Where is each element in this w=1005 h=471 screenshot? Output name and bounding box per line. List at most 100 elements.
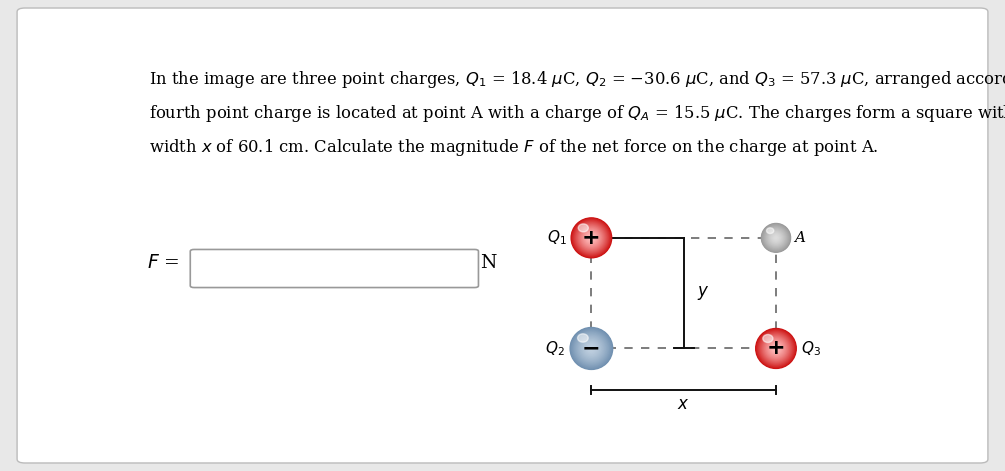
Text: $Q_1$: $Q_1$ <box>547 228 566 247</box>
Ellipse shape <box>577 224 606 252</box>
Ellipse shape <box>584 341 599 356</box>
Ellipse shape <box>587 343 596 353</box>
Ellipse shape <box>768 230 784 246</box>
Ellipse shape <box>590 236 593 239</box>
Ellipse shape <box>767 339 786 358</box>
Text: $y$: $y$ <box>696 284 710 302</box>
Ellipse shape <box>589 236 593 240</box>
Ellipse shape <box>584 341 599 356</box>
Text: $Q_2$: $Q_2$ <box>546 339 565 358</box>
Ellipse shape <box>582 228 601 247</box>
Ellipse shape <box>586 343 597 354</box>
Ellipse shape <box>769 342 783 355</box>
Ellipse shape <box>579 336 604 361</box>
Ellipse shape <box>580 227 603 249</box>
Ellipse shape <box>581 338 602 359</box>
Ellipse shape <box>763 225 790 251</box>
Ellipse shape <box>585 232 597 244</box>
Ellipse shape <box>578 225 605 251</box>
Ellipse shape <box>571 218 612 258</box>
Ellipse shape <box>572 219 611 257</box>
Text: $x$: $x$ <box>677 396 689 413</box>
Ellipse shape <box>767 340 785 357</box>
Ellipse shape <box>775 347 777 350</box>
Ellipse shape <box>769 341 784 356</box>
Ellipse shape <box>575 333 608 365</box>
Ellipse shape <box>582 339 601 358</box>
Ellipse shape <box>771 233 781 243</box>
Ellipse shape <box>764 336 788 360</box>
Ellipse shape <box>769 231 783 245</box>
Ellipse shape <box>576 223 607 253</box>
Ellipse shape <box>579 226 604 250</box>
Ellipse shape <box>773 235 780 241</box>
Ellipse shape <box>767 229 785 247</box>
Ellipse shape <box>770 342 782 355</box>
Ellipse shape <box>591 348 592 349</box>
Ellipse shape <box>763 335 790 362</box>
Ellipse shape <box>577 334 606 363</box>
Text: width $x$ of 60.1 cm. Calculate the magnitude $F$ of the net force on the charge: width $x$ of 60.1 cm. Calculate the magn… <box>149 137 878 158</box>
Ellipse shape <box>571 328 612 369</box>
Ellipse shape <box>583 229 600 246</box>
Ellipse shape <box>773 235 779 241</box>
Ellipse shape <box>762 224 790 252</box>
Ellipse shape <box>573 219 610 257</box>
Ellipse shape <box>578 224 588 232</box>
FancyBboxPatch shape <box>190 250 478 287</box>
Ellipse shape <box>581 228 602 248</box>
Ellipse shape <box>589 235 594 241</box>
Ellipse shape <box>768 341 784 357</box>
Ellipse shape <box>773 345 779 352</box>
Ellipse shape <box>769 231 783 244</box>
Ellipse shape <box>587 234 595 242</box>
Ellipse shape <box>761 333 792 364</box>
Ellipse shape <box>774 236 779 240</box>
Ellipse shape <box>579 337 603 360</box>
Ellipse shape <box>762 334 790 362</box>
Ellipse shape <box>577 223 606 252</box>
Ellipse shape <box>585 231 598 244</box>
Ellipse shape <box>764 226 788 250</box>
Ellipse shape <box>589 346 594 351</box>
Text: $F$ =: $F$ = <box>148 254 180 272</box>
Ellipse shape <box>577 334 606 362</box>
Ellipse shape <box>572 330 610 367</box>
Ellipse shape <box>586 233 597 243</box>
Ellipse shape <box>771 343 781 354</box>
Text: In the image are three point charges, $Q_1$ = 18.4 $\mu$C, $Q_2$ = $-$30.6 $\mu$: In the image are three point charges, $Q… <box>149 69 1005 90</box>
Ellipse shape <box>582 340 601 357</box>
Ellipse shape <box>770 232 782 244</box>
Ellipse shape <box>578 334 588 342</box>
Ellipse shape <box>757 329 796 368</box>
Ellipse shape <box>762 224 791 252</box>
Ellipse shape <box>765 227 787 248</box>
Ellipse shape <box>572 329 611 368</box>
Text: fourth point charge is located at point A with a charge of $Q_A$ = 15.5 $\mu$C. : fourth point charge is located at point … <box>149 103 1005 124</box>
Text: +: + <box>767 339 785 358</box>
Ellipse shape <box>775 348 777 349</box>
Ellipse shape <box>766 228 786 247</box>
Ellipse shape <box>772 344 780 352</box>
Ellipse shape <box>756 329 796 368</box>
Ellipse shape <box>587 344 596 353</box>
Ellipse shape <box>773 346 779 351</box>
Ellipse shape <box>575 221 608 254</box>
Ellipse shape <box>587 233 596 243</box>
Ellipse shape <box>775 236 778 239</box>
Ellipse shape <box>766 228 786 248</box>
Ellipse shape <box>763 225 789 251</box>
Ellipse shape <box>759 331 794 366</box>
Ellipse shape <box>772 234 780 242</box>
Ellipse shape <box>758 331 794 366</box>
Ellipse shape <box>768 230 784 245</box>
Ellipse shape <box>589 346 594 350</box>
Ellipse shape <box>771 233 781 243</box>
Text: A: A <box>794 231 805 245</box>
Ellipse shape <box>573 220 610 256</box>
Ellipse shape <box>765 227 788 249</box>
Text: N: N <box>480 254 496 272</box>
Ellipse shape <box>765 337 788 360</box>
Ellipse shape <box>775 237 777 239</box>
Ellipse shape <box>581 227 602 249</box>
